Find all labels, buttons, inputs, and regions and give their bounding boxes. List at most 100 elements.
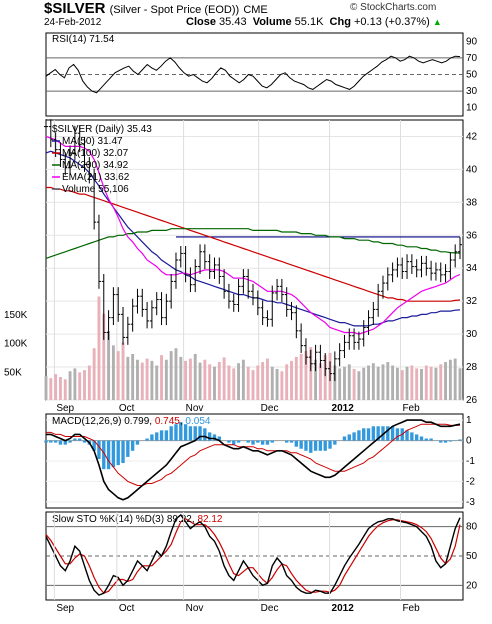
volume-bar [116,351,120,400]
macd-histogram-bar [73,438,77,441]
macd-histogram-bar [155,432,159,441]
sto-x-tick: Feb [402,603,420,614]
volume-bar [58,377,62,400]
price-legend-entry: $SILVER (Daily) 35.43 [52,124,152,135]
price-legend-entry: Volume 55,106 [62,184,129,195]
rsi-panel: 90 70 50 30 10 RSI(14) 71.54 [45,32,478,117]
macd-histogram-bar [145,438,149,441]
price-x-tick: Nov [186,403,204,414]
volume-bar [448,359,452,400]
price-y-tick: 30 [466,329,478,340]
macd-histogram-bar [232,440,236,445]
macd-histogram-bar [323,440,327,451]
macd-histogram-bar [227,440,231,443]
rsi-y-tick: 90 [466,36,478,47]
macd-histogram-bar [150,434,154,441]
macd-histogram-bar [357,430,361,441]
macd-histogram-bar [246,440,250,443]
macd-histogram-bar [174,424,178,441]
volume-bar [54,374,58,400]
chart-title: $SILVER (Silver - Spot Price (EOD)) CME [44,0,268,17]
volume-bar [410,365,414,400]
macd-histogram-bar [207,432,212,441]
macd-histogram-bar [362,428,366,441]
volume-y-tick: 100K [4,339,28,350]
volume-bar [386,362,390,400]
macd-y-tick: 1 [466,415,472,426]
price-y-tick: 40 [466,164,478,175]
price-x-tick: Oct [119,403,135,414]
symbol: $SILVER [44,0,106,17]
volume-bar [318,363,322,400]
macd-line [46,419,461,501]
macd-histogram-bar [443,440,448,443]
volume-bar [169,351,173,400]
macd-histogram-bar [164,430,169,441]
volume-bar [405,366,409,400]
macd-histogram-bar [179,422,183,441]
volume-bar [68,371,72,400]
volume-bar [376,366,380,400]
macd-histogram-bar [371,426,376,441]
price-x-tick: Feb [402,403,420,414]
macd-histogram-bar [135,440,140,445]
chg-value: +0.13 (+0.37%) [354,16,430,28]
volume-bar [357,371,361,400]
sto-y-tick: 20 [466,580,478,591]
sto-x-tick: 2012 [332,603,355,614]
price-y-tick: 42 [466,131,478,142]
macd-histogram-bar [309,440,313,453]
volume-bar [290,360,293,400]
volume-bar [381,364,385,400]
macd-histogram-bar [260,440,265,445]
price-series-line [45,228,461,259]
price-y-tick: 26 [466,395,478,406]
volume-bar [270,366,274,400]
volume-bar [391,365,395,400]
volume-bar [188,358,192,400]
macd-histogram-bar [193,426,197,441]
volume-value: 55.1K [294,16,324,28]
volume-bar [111,345,115,400]
volume-bar [251,370,255,400]
rsi-y-tick: 30 [466,86,478,97]
macd-histogram-bar [130,440,135,451]
macd-histogram-bar [49,440,53,443]
sto-d-line [45,518,461,594]
macd-histogram-bar [352,432,356,441]
macd-histogram-bar [419,436,424,441]
up-arrow-icon: ▲ [432,17,442,27]
macd-histogram-bar [366,428,371,441]
volume-bar [150,360,154,400]
macd-legend: MACD(12,26,9) 0.799, 0.745, 0.054 [52,416,211,427]
macd-histogram-bar [102,440,106,470]
chg-label: Chg [329,16,351,28]
volume-bar [145,358,149,400]
volume-bar [217,362,221,400]
sto-y-tick: 50 [466,551,478,562]
macd-histogram-bar [386,426,390,441]
volume-label: Volume [252,16,292,28]
price-y-tick: 38 [466,197,478,208]
sto-k-line [45,513,461,596]
sto-x-tick: Nov [186,603,204,614]
macd-histogram-bar [159,430,164,441]
volume-bar [367,365,370,400]
volume-bar [193,354,197,400]
macd-histogram-bar [78,438,82,441]
volume-bar [184,360,188,400]
macd-histogram-bar [188,426,193,441]
sto-legend: Slow STO %K(14) %D(3) 89.22, 82.12 [52,514,223,525]
volume-bar [241,359,245,400]
price-legend-entry: MA(50) 31.47 [62,136,123,147]
price-legend-entry: MA(100) 32.07 [62,148,129,159]
volume-bar [63,379,67,400]
rsi-legend: RSI(14) 71.54 [52,34,115,45]
macd-histogram-bar [126,440,130,457]
volume-bar [275,368,279,400]
macd-histogram-bar [116,440,120,466]
macd-histogram-bar [285,440,289,443]
volume-bar [213,366,216,400]
volume-bar [434,367,438,400]
volume-bar [136,359,139,400]
